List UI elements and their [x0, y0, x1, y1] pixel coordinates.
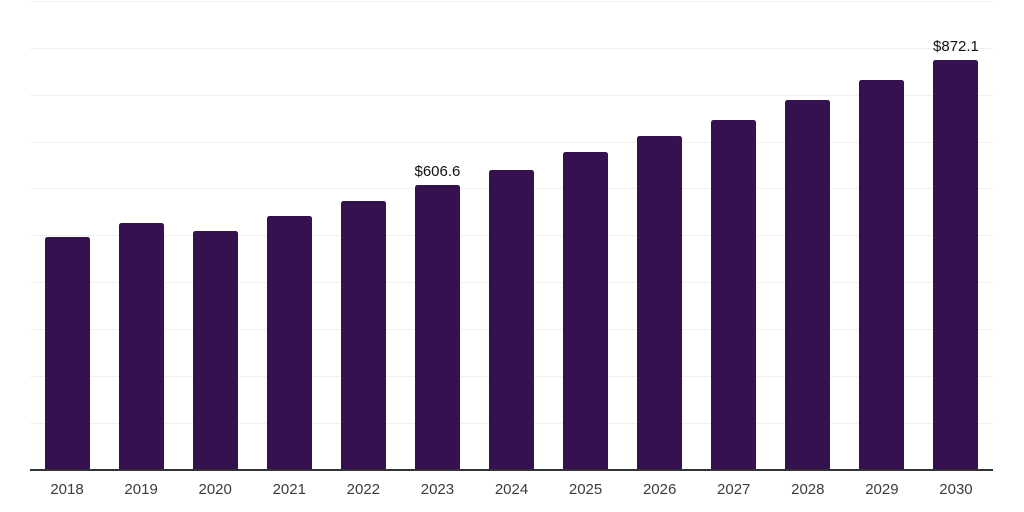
value-label-2030: $872.1: [933, 38, 979, 56]
bar-2021: [266, 215, 312, 469]
x-tick-label-2026: 2026: [642, 481, 677, 498]
bar-2030: [933, 60, 979, 469]
bar-2022: [340, 200, 386, 469]
gridline-700: [30, 141, 993, 143]
gridline-1000: [30, 1, 993, 2]
bar-2024: [489, 169, 534, 469]
x-axis-line: [30, 469, 993, 471]
x-tick-label-2023: 2023: [420, 481, 455, 498]
bar-2028: [785, 99, 831, 469]
bar-2027: [711, 119, 757, 469]
x-tick-label-2027: 2027: [717, 481, 751, 498]
bar-2025: [563, 151, 609, 469]
x-tick-label-2021: 2021: [272, 481, 306, 498]
x-tick-label-2030: 2030: [939, 481, 973, 498]
bar-2023: [414, 184, 460, 469]
bar-2019: [118, 222, 164, 469]
x-tick-label-2020: 2020: [198, 481, 232, 498]
x-tick-label-2024: 2024: [494, 481, 529, 498]
x-tick-label-2019: 2019: [124, 481, 158, 498]
value-label-2023: $606.6: [414, 162, 461, 180]
gridline-900: [30, 47, 993, 49]
x-tick-label-2028: 2028: [791, 481, 825, 498]
bar-2018: [44, 236, 90, 469]
x-tick-label-2018: 2018: [50, 481, 84, 498]
bar-2020: [192, 230, 238, 469]
gridline-800: [30, 94, 993, 96]
bar-2029: [859, 79, 905, 469]
plot-area: $606.6 $872.1: [30, 0, 993, 471]
x-tick-label-2022: 2022: [346, 481, 381, 498]
bar-2026: [637, 135, 683, 469]
x-tick-label-2025: 2025: [568, 481, 603, 498]
x-tick-label-2029: 2029: [865, 481, 899, 498]
